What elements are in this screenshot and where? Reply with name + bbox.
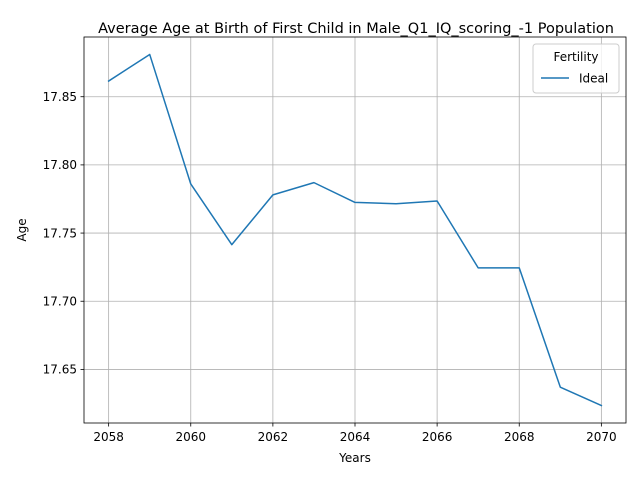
- x-tick-label: 2070: [586, 430, 617, 444]
- y-tick-label: 17.85: [43, 90, 77, 104]
- y-tick-label: 17.65: [43, 363, 77, 377]
- series-line-ideal: [107, 53, 603, 407]
- x-tick-label: 2066: [422, 430, 453, 444]
- legend-label-ideal: Ideal: [579, 72, 608, 86]
- series-layer: [107, 53, 603, 407]
- y-axis-label: Age: [15, 218, 29, 241]
- legend-title: Fertility: [553, 50, 598, 64]
- x-tick-label: 2058: [93, 430, 124, 444]
- x-axis: 2058 2060 2062 2064 2066 2068 2070: [93, 423, 617, 444]
- x-tick-label: 2062: [258, 430, 289, 444]
- legend-box: [532, 43, 620, 94]
- x-axis-label: Years: [338, 451, 371, 465]
- y-tick-label: 17.75: [43, 226, 77, 240]
- y-tick-label: 17.80: [43, 158, 77, 172]
- legend: Fertility Ideal: [532, 43, 620, 94]
- y-axis: 17.65 17.70 17.75 17.80 17.85: [43, 90, 84, 377]
- x-tick-label: 2060: [175, 430, 206, 444]
- y-tick-label: 17.70: [43, 295, 77, 309]
- chart-title: Average Age at Birth of First Child in M…: [98, 21, 614, 37]
- x-tick-label: 2064: [340, 430, 371, 444]
- grid-lines: [84, 37, 626, 423]
- x-tick-label: 2068: [504, 430, 535, 444]
